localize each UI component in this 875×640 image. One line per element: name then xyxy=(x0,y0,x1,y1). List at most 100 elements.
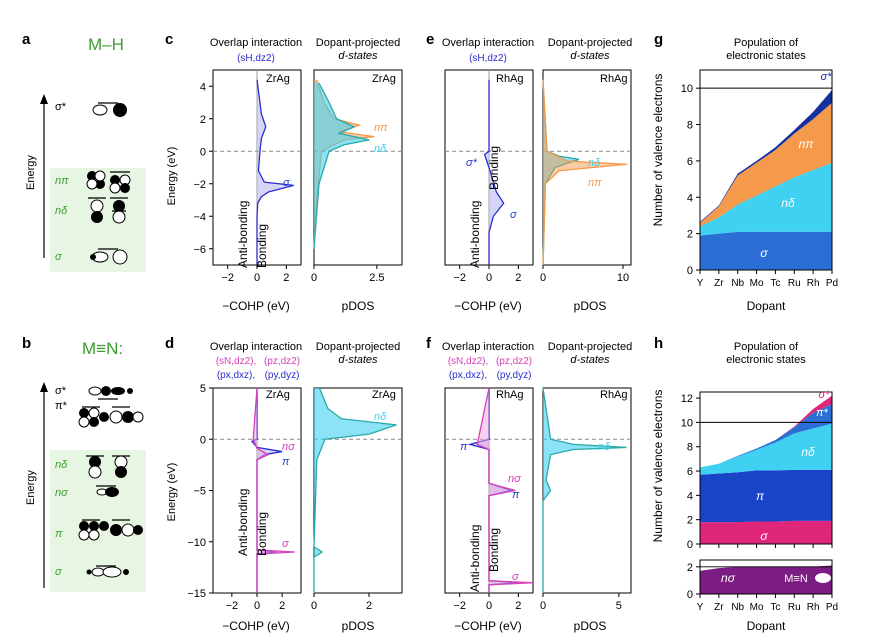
series-fill-nπ xyxy=(543,79,627,265)
x-tick-label: 0 xyxy=(311,272,317,284)
d-overlap-pair-1: (sN,dz2), xyxy=(216,356,257,367)
h-sigma-label: σ xyxy=(760,529,768,543)
series-fill-nδ xyxy=(543,388,627,593)
x-tick-label: 2 xyxy=(283,272,289,284)
f-bonding: Bonding xyxy=(487,528,501,572)
x-tick-label: Rh xyxy=(807,602,820,613)
x-tick-label: Zr xyxy=(714,602,724,613)
area-σ xyxy=(700,520,832,544)
panel-a-label: a xyxy=(22,31,31,48)
mh-orbital-sigma xyxy=(90,248,128,265)
panel-f-label: f xyxy=(426,335,432,352)
d-overlap-title: Overlap interaction xyxy=(210,341,302,353)
mh-sigma-star: σ* xyxy=(55,101,67,113)
d-overlap-pair-2: (pz,dz2) xyxy=(264,356,300,367)
panel-f-header: f Overlap interaction (sN,dz2), (pz,dz2)… xyxy=(426,335,632,381)
area-π xyxy=(700,469,832,523)
c-xlabel: −COHP (eV) xyxy=(222,299,289,313)
y-tick-label: −6 xyxy=(193,244,206,256)
x-tick-label: −2 xyxy=(453,600,466,612)
f-cohp-system: RhAg xyxy=(496,389,524,401)
x-tick-label: 0 xyxy=(254,272,260,284)
c-pdos-system: ZrAg xyxy=(372,73,396,85)
panel-c-header: c Overlap interaction (sH,dz2) Dopant-pr… xyxy=(165,31,400,64)
series-line-(sH,dz2) xyxy=(483,79,505,265)
x-tick-label: Nb xyxy=(731,602,744,613)
series-line-(sH,dz2) xyxy=(256,79,294,265)
e-ndelta-label: nδ xyxy=(588,157,601,169)
c-pdos-title-1: Dopant-projected xyxy=(316,37,400,49)
f-xlabel: −COHP (eV) xyxy=(454,619,521,633)
c-sigma-label: σ xyxy=(283,177,290,189)
series-fill-(sH,dz2) xyxy=(484,79,504,265)
y-tick-label: 0 xyxy=(687,589,693,601)
y-tick-label: −2 xyxy=(193,179,206,191)
y-tick-label: 0 xyxy=(200,146,206,158)
mn-title: M≡N: xyxy=(82,339,123,358)
f-pi-star-label: π xyxy=(460,441,468,453)
y-tick-label: 4 xyxy=(200,81,206,93)
e-overlap-pair: (sH,dz2) xyxy=(469,53,507,64)
g-sigma-label: σ xyxy=(760,246,768,260)
mn-orbital-sigma xyxy=(86,565,129,578)
d-antibonding: Anti-bonding xyxy=(236,489,250,556)
g-ylabel: Number of valence electrons xyxy=(651,74,665,227)
x-tick-label: Y xyxy=(697,602,704,613)
x-tick-label: Mo xyxy=(750,602,764,613)
h-pi-star-label: π* xyxy=(816,407,828,419)
mn-n-delta: nδ xyxy=(55,459,68,471)
mn-energy-label: Energy xyxy=(25,470,37,505)
panel-a: a M–H Energy σ* nπ nδ σ xyxy=(22,31,146,272)
mh-n-pi: nπ xyxy=(55,175,69,187)
x-tick-label: 0 xyxy=(540,600,546,612)
x-tick-label: 0 xyxy=(540,272,546,284)
f-overlap-pair-3: (px,dxz), xyxy=(449,370,487,381)
panel-d-cohp-plot: −2 0 2 −15 −10 −5 0 5 xyxy=(187,383,302,612)
f-pdos-system: RhAg xyxy=(600,389,628,401)
c-ndelta-label: nδ xyxy=(374,143,387,155)
x-tick-label: Y xyxy=(697,278,704,289)
d-pi-label: π xyxy=(282,456,290,468)
mh-energy-label: Energy xyxy=(25,155,37,190)
plot-frame xyxy=(542,387,632,594)
c-antibonding: Anti-bonding xyxy=(236,201,250,268)
series-fill-(sN,dz2),(pz,dz2) xyxy=(477,388,533,593)
x-tick-label: Tc xyxy=(770,602,780,613)
mn-pi-star: π* xyxy=(55,400,68,412)
g-sigma-star-label: σ* xyxy=(821,71,833,83)
c-bonding: Bonding xyxy=(255,224,269,268)
mn-orbitals-pi-star xyxy=(78,406,144,428)
e-overlap-title: Overlap interaction xyxy=(442,37,534,49)
c-annotations: ZrAg ZrAg σ nπ nδ Anti-bonding Bonding xyxy=(236,73,396,268)
x-tick-label: 2.5 xyxy=(369,272,384,284)
mh-sigma: σ xyxy=(55,251,62,263)
x-tick-label: 10 xyxy=(617,272,629,284)
d-pdos-title-2: d-states xyxy=(338,354,378,366)
g-npi-label: nπ xyxy=(799,137,815,151)
e-sigma-label: σ xyxy=(510,209,517,221)
area-n-sigma xyxy=(700,565,832,594)
f-pdos-title-1: Dopant-projected xyxy=(548,341,632,353)
mn-energy-arrowhead xyxy=(40,382,48,392)
f-annotations: RhAg RhAg π nσ π nδ σ Anti-bonding Bondi… xyxy=(460,389,628,592)
d-ylabel: Energy (eV) xyxy=(166,463,178,522)
x-tick-label: 5 xyxy=(616,600,622,612)
area-σ xyxy=(700,231,832,270)
y-tick-label: −15 xyxy=(187,588,206,600)
d-ndelta-label: nδ xyxy=(374,411,387,423)
panel-h-label: h xyxy=(654,335,663,352)
series-line-(sN,dz2),(pz,dz2) xyxy=(476,387,534,593)
e-antibonding: Anti-bonding xyxy=(468,201,482,268)
h-title-1: Population of xyxy=(734,341,799,353)
g-title-1: Population of xyxy=(734,37,799,49)
x-tick-label: −2 xyxy=(226,600,239,612)
series-line-nδ xyxy=(542,387,627,593)
plot-frame xyxy=(699,391,833,545)
panel-c-label: c xyxy=(165,31,173,48)
series-fill-nδ xyxy=(314,388,397,593)
e-cohp-system: RhAg xyxy=(496,73,524,85)
panel-e-header: e Overlap interaction (sH,dz2) Dopant-pr… xyxy=(426,31,632,64)
e-pdos-xlabel: pDOS xyxy=(574,299,607,313)
f-antibonding: Anti-bonding xyxy=(468,525,482,592)
